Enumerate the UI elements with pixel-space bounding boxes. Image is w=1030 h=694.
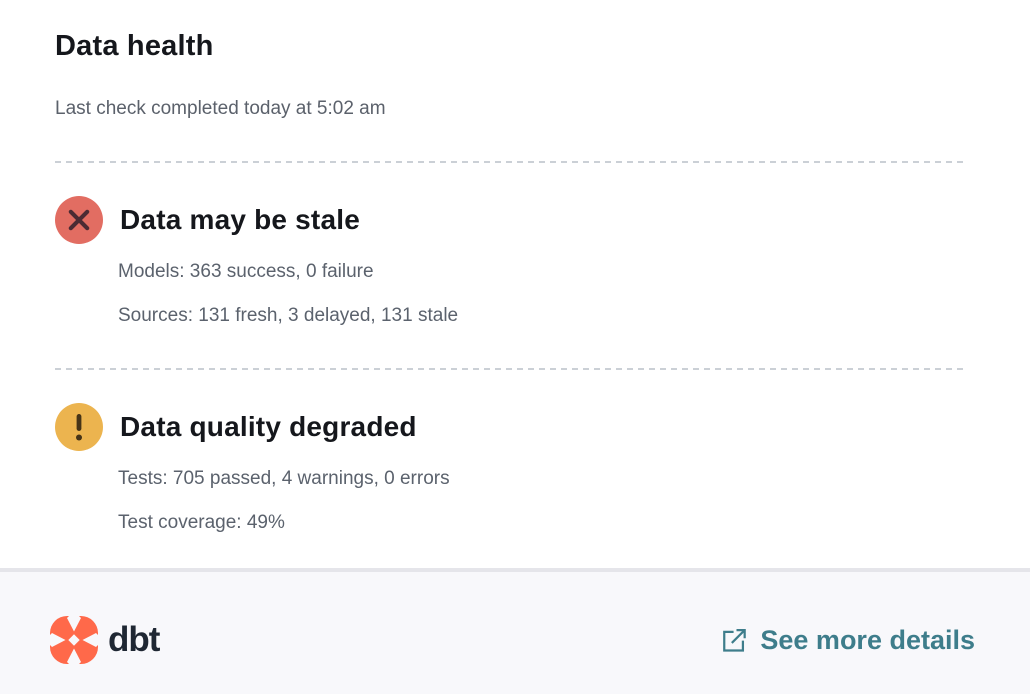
last-check-status: Last check completed today at 5:02 am [55, 98, 386, 120]
external-link-icon [723, 628, 747, 652]
freshness-section-title: Data may be stale [120, 204, 360, 236]
dbt-wordmark: dbt [108, 620, 160, 659]
see-more-details-link[interactable]: See more details [719, 625, 975, 656]
freshness-section: Data may be stale Models: 363 success, 0… [55, 196, 975, 328]
quality-section-title: Data quality degraded [120, 410, 417, 442]
dashed-divider [55, 367, 966, 370]
quality-section-header: Data quality degraded [55, 402, 975, 451]
tests-stat: Tests: 705 passed, 4 warnings, 0 errors [118, 467, 450, 489]
dbt-logo-icon [48, 614, 100, 666]
coverage-stat: Test coverage: 49% [118, 511, 285, 533]
models-stat: Models: 363 success, 0 failure [118, 261, 374, 283]
see-more-details-label: See more details [760, 624, 975, 655]
sources-stat: Sources: 131 fresh, 3 delayed, 131 stale [118, 305, 459, 327]
dbt-logo: dbt [48, 614, 160, 666]
dashed-divider [55, 161, 966, 164]
freshness-stats: Models: 363 success, 0 failure Sources: … [118, 260, 975, 328]
warning-circle-icon [55, 402, 103, 451]
quality-section: Data quality degraded Tests: 705 passed,… [55, 402, 975, 535]
freshness-section-header: Data may be stale [55, 196, 975, 245]
page-title: Data health [55, 30, 214, 62]
error-circle-icon [55, 196, 103, 245]
card-content: Data health Last check completed today a… [55, 30, 975, 535]
card-footer: dbt See more details [0, 568, 1030, 694]
quality-stats: Tests: 705 passed, 4 warnings, 0 errors … [118, 467, 975, 535]
